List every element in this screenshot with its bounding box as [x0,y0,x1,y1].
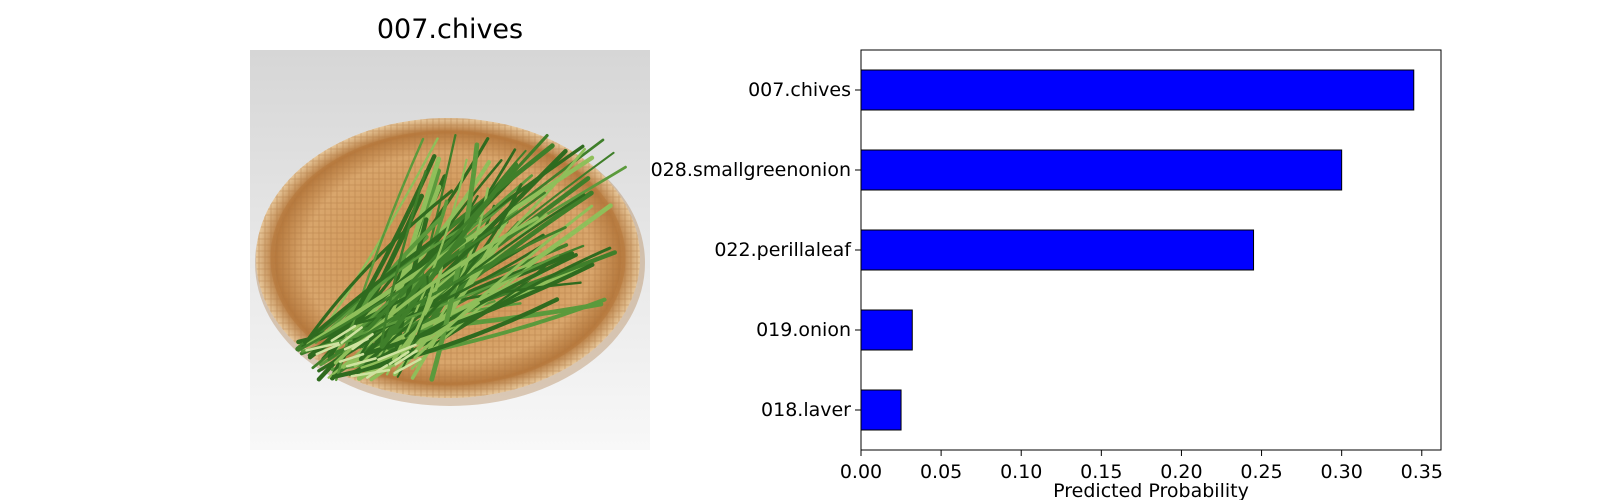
bar-laver [860,389,902,431]
x-tick-label: 0.10 [1000,461,1042,483]
x-axis-label: Predicted Probability [1053,480,1249,500]
chive-stem-base [305,341,340,352]
x-tick-label: 0.00 [840,461,882,483]
chive-stem-base [377,343,417,361]
chive-stem-base [340,326,363,344]
y-tick-label: 028.smallgreenonion [651,159,851,181]
chive-stem [327,226,567,361]
chive-stem-base [393,357,422,375]
x-tick-label: 0.35 [1401,461,1443,483]
x-tick-label: 0.20 [1160,461,1202,483]
chive-stem-base [338,352,365,363]
chives-photo [250,50,650,450]
chive-stem-base [345,357,377,368]
bar-perillaleaf [860,229,1255,271]
chive-stem [349,133,549,349]
chive-stem [426,246,612,351]
chive-stem [317,137,439,338]
chive-stem [380,169,427,343]
chive-stem [413,204,594,360]
chive-stem [297,191,546,352]
chive-stem [304,189,454,344]
chive-stem [385,158,468,376]
chive-stem-base [330,324,357,342]
chive-stem-base [350,368,391,378]
y-tick-label: 007.chives [748,79,851,101]
x-tick-label: 0.05 [920,461,962,483]
x-tick-label: 0.30 [1321,461,1363,483]
chives-bunch [295,133,627,382]
y-tick-label: 022.perillaleaf [714,239,852,261]
bar-smallgreenonion [860,149,1343,191]
y-tick-label: 019.onion [756,319,851,341]
chive-stem [379,161,519,349]
chive-stem-base [388,350,410,366]
chive-stem [364,262,595,356]
chive-stem-base [394,349,418,366]
chive-stem [331,297,560,380]
bar-onion [860,309,913,351]
chive-stem [360,301,481,369]
chive-stem-base [315,343,340,356]
chive-stem-base [365,364,389,379]
chive-stem [404,183,523,338]
x-tick-label: 0.25 [1240,461,1282,483]
chive-stem [352,242,546,342]
image-title: 007.chives [376,14,524,45]
y-tick-label: 018.laver [761,399,851,421]
bar-chives [860,69,1415,111]
chive-stem-base [343,337,369,351]
x-tick-label: 0.15 [1080,461,1122,483]
